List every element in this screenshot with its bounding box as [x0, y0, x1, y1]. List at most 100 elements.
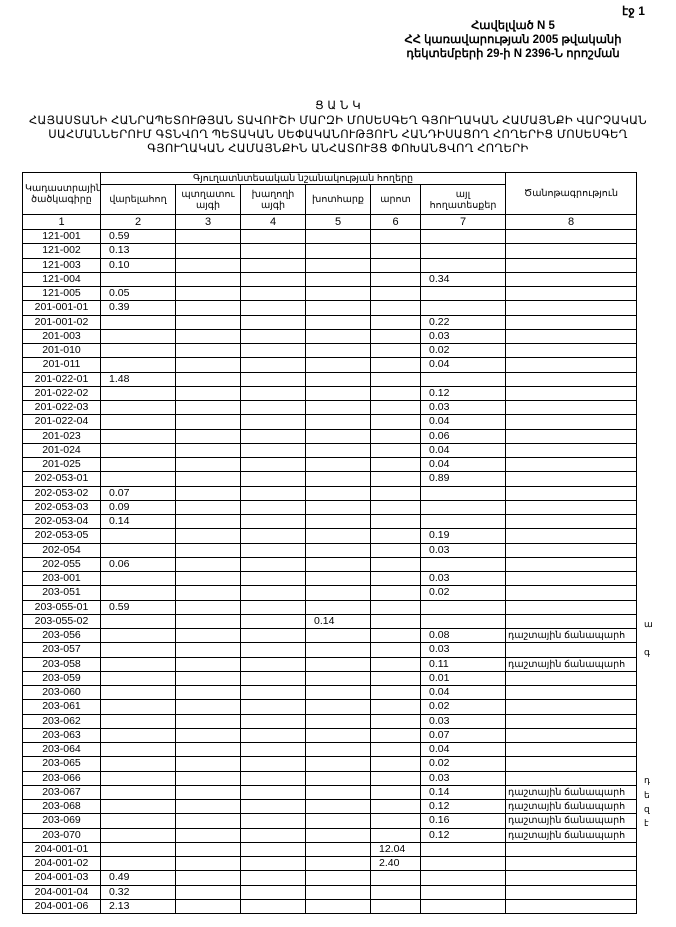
other-land-value: 0.34	[419, 271, 507, 288]
cadastral-code: 203-059	[22, 670, 101, 687]
hayfield-value	[305, 684, 371, 701]
pasture-value	[370, 599, 421, 615]
hayfield-value	[305, 385, 371, 402]
note	[505, 642, 638, 658]
hayfield-value	[305, 357, 371, 373]
arable-value	[100, 756, 176, 772]
table-row: 201-011 0.04	[22, 357, 638, 373]
other-land-value	[419, 870, 507, 886]
vineyard-value	[240, 684, 306, 701]
note: դաշտային ճանապարհ	[505, 627, 638, 644]
arable-value: 0.14	[100, 513, 176, 530]
other-land-value: 0.07	[419, 727, 507, 744]
vineyard-value	[240, 471, 306, 487]
document-subtitle-line1: ՀԱՅԱՍՏԱՆԻ ՀԱՆՐԱՊԵՏՈՒԹՅԱՆ ՏԱՎՈՒՇԻ ՄԱՐԶԻ Մ…	[29, 115, 647, 127]
orchard-value	[175, 542, 241, 558]
pasture-value	[370, 627, 421, 644]
arable-value	[100, 442, 176, 459]
hayfield-value	[305, 627, 371, 644]
other-land-value: 0.14	[419, 784, 507, 801]
cadastral-code: 204-001-06	[22, 898, 101, 915]
vineyard-value	[240, 300, 306, 316]
orchard-value	[175, 499, 241, 516]
cadastral-code: 203-070	[22, 827, 101, 843]
orchard-value	[175, 414, 241, 430]
header-arable: վարելահող	[100, 184, 176, 215]
cadastral-code: 203-001	[22, 570, 101, 587]
note	[505, 613, 638, 630]
arable-value	[100, 827, 176, 843]
hayfield-value	[305, 827, 371, 843]
land-table: Կադաստրային ծածկագիրը Գյուղատնտեսական նշ…	[22, 172, 638, 915]
note: դաշտային ճանապարհ	[505, 827, 638, 843]
hayfield-value	[305, 371, 371, 387]
note	[505, 570, 638, 587]
hayfield-value	[305, 699, 371, 715]
arable-value	[100, 613, 176, 630]
cadastral-code: 201-023	[22, 428, 101, 444]
cadastral-code: 204-001-04	[22, 884, 101, 900]
pasture-value	[370, 271, 421, 288]
table-row: 203-065 0.02	[22, 756, 638, 772]
pasture-value	[370, 784, 421, 801]
note	[505, 314, 638, 330]
hayfield-value: 0.14	[305, 613, 371, 630]
vineyard-value	[240, 656, 306, 672]
vineyard-value	[240, 784, 306, 801]
hayfield-value	[305, 898, 371, 915]
other-land-value: 0.04	[419, 442, 507, 459]
cadastral-code: 203-055-01	[22, 599, 101, 615]
table-row: 121-002 0.13	[22, 243, 638, 259]
pasture-value	[370, 328, 421, 345]
note	[505, 414, 638, 430]
other-land-value: 0.22	[419, 314, 507, 330]
hayfield-value	[305, 342, 371, 359]
pasture-value	[370, 556, 421, 573]
note	[505, 285, 638, 302]
orchard-value	[175, 770, 241, 786]
orchard-value	[175, 699, 241, 715]
table-row: 201-010 0.02	[22, 342, 638, 359]
note	[505, 513, 638, 530]
header-pasture: արոտ	[370, 184, 421, 215]
other-land-value: 0.19	[419, 528, 507, 544]
pasture-value: 12.04	[370, 841, 421, 858]
table-row: 201-024 0.04	[22, 442, 638, 459]
table-row: 203-064 0.04	[22, 741, 638, 758]
vineyard-value	[240, 428, 306, 444]
orchard-value	[175, 442, 241, 459]
cadastral-code: 203-056	[22, 627, 101, 644]
vineyard-value	[240, 798, 306, 815]
table-row: 203-066 0.03	[22, 770, 638, 786]
column-number: 8	[505, 214, 638, 230]
table-row: 202-053-05 0.19	[22, 528, 638, 544]
pasture-value	[370, 357, 421, 373]
note	[505, 855, 638, 872]
pasture-value	[370, 485, 421, 501]
table-row: 202-053-03 0.09	[22, 499, 638, 516]
orchard-value	[175, 827, 241, 843]
cadastral-code: 203-058	[22, 656, 101, 672]
cadastral-code: 203-069	[22, 813, 101, 829]
orchard-value	[175, 257, 241, 273]
arable-value	[100, 770, 176, 786]
orchard-value	[175, 727, 241, 744]
margin-mark: գ	[644, 647, 650, 657]
orchard-value	[175, 784, 241, 801]
hayfield-value	[305, 485, 371, 501]
other-land-value: 0.03	[419, 770, 507, 786]
document-title: Ց Ա Ն Կ	[315, 100, 361, 112]
pasture-value	[370, 499, 421, 516]
other-land-value	[419, 841, 507, 858]
cadastral-code: 201-024	[22, 442, 101, 459]
table-row: 201-003 0.03	[22, 328, 638, 345]
note	[505, 870, 638, 886]
arable-value	[100, 741, 176, 758]
pasture-value	[370, 257, 421, 273]
table-row: 203-056 0.08 դաշտային ճանապարհ	[22, 627, 638, 644]
table-row: 201-022-03 0.03	[22, 399, 638, 416]
header-agricultural-group: Գյուղատնտեսական նշանակության հողերը	[99, 172, 507, 185]
note	[505, 727, 638, 744]
table-row: 203-058 0.11 դաշտային ճանապարհ	[22, 656, 638, 672]
